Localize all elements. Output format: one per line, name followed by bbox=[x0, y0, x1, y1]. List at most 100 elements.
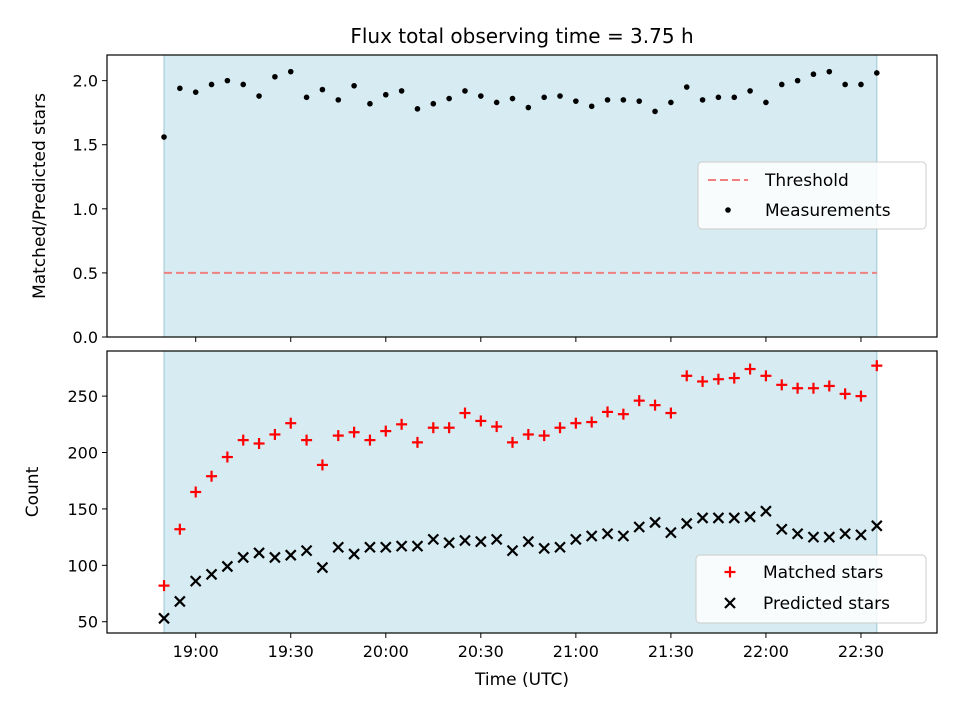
predicted-star-point bbox=[538, 542, 550, 555]
predicted-star-point bbox=[807, 531, 820, 543]
measurement-point bbox=[683, 84, 690, 90]
measurement-point bbox=[208, 81, 215, 88]
predicted-star-point bbox=[649, 516, 661, 529]
x-axis-label: Time (UTC) bbox=[474, 670, 569, 690]
matched-star-point bbox=[221, 451, 233, 463]
measurement-point bbox=[493, 99, 500, 106]
predicted-star-point bbox=[712, 512, 725, 524]
predicted-star-point bbox=[791, 527, 804, 540]
predicted-star-point bbox=[585, 530, 598, 542]
measurement-point bbox=[462, 88, 468, 94]
measurement-point bbox=[367, 100, 373, 107]
matched-star-point bbox=[538, 430, 550, 442]
predicted-star-point bbox=[158, 612, 170, 625]
predicted-star-point bbox=[871, 520, 883, 532]
legend-matched-label: Matched stars bbox=[763, 563, 883, 583]
predicted-star-point bbox=[253, 547, 265, 559]
matched-star-point bbox=[617, 408, 629, 420]
measurement-point bbox=[668, 99, 674, 106]
predicted-star-point bbox=[316, 561, 329, 574]
x-tick-label: 21:00 bbox=[553, 642, 599, 661]
y-tick-label: 50 bbox=[78, 613, 98, 632]
matched-star-point bbox=[776, 379, 788, 391]
matched-star-point bbox=[522, 428, 534, 440]
matched-star-point bbox=[269, 428, 281, 440]
predicted-star-point bbox=[221, 560, 234, 573]
predicted-star-point bbox=[174, 595, 186, 608]
measurement-point bbox=[620, 97, 627, 103]
measurement-point bbox=[446, 95, 452, 102]
predicted-star-point bbox=[728, 512, 741, 524]
matched-star-point bbox=[459, 407, 471, 419]
matched-star-point bbox=[206, 470, 218, 482]
measurement-point bbox=[810, 71, 817, 78]
y-tick-label: 0.0 bbox=[73, 328, 98, 347]
x-tick-label: 22:00 bbox=[743, 642, 789, 661]
measurement-point bbox=[192, 89, 199, 95]
measurement-point bbox=[652, 108, 658, 115]
matched-star-point bbox=[633, 395, 645, 407]
plot-frame bbox=[106, 350, 938, 634]
measurement-point bbox=[604, 97, 611, 103]
y-tick-label: 1.0 bbox=[73, 200, 98, 219]
predicted-star-point bbox=[395, 540, 408, 552]
measurement-point bbox=[573, 98, 579, 104]
measurement-point bbox=[256, 93, 262, 99]
x-tick-label: 20:00 bbox=[363, 642, 409, 661]
matched-star-point bbox=[712, 373, 724, 385]
matched-star-point bbox=[190, 486, 202, 498]
measurement-point bbox=[303, 94, 310, 101]
legend-measurements-label: Measurements bbox=[765, 201, 891, 221]
predicted-star-point bbox=[459, 534, 471, 547]
x-tick-label: 21:30 bbox=[648, 642, 694, 661]
plot-frame bbox=[106, 54, 938, 338]
measurement-point bbox=[541, 94, 547, 101]
matched-star-point bbox=[744, 363, 756, 375]
predicted-star-point bbox=[855, 529, 867, 541]
matched-star-point bbox=[649, 399, 661, 411]
matched-star-point bbox=[301, 434, 313, 446]
measurement-point bbox=[430, 100, 437, 107]
y-axis-label: Matched/Predicted stars bbox=[30, 93, 50, 299]
measurement-point bbox=[161, 134, 167, 140]
y-tick-label: 200 bbox=[67, 444, 98, 463]
matched-star-point bbox=[602, 406, 614, 418]
predicted-star-point bbox=[601, 527, 614, 540]
predicted-star-point bbox=[332, 541, 345, 554]
measurement-point bbox=[478, 93, 484, 99]
matched-star-point bbox=[554, 422, 566, 434]
matched-star-point bbox=[792, 382, 804, 394]
legend-box bbox=[695, 554, 927, 624]
measurement-point bbox=[240, 81, 247, 88]
measurement-point bbox=[398, 88, 405, 94]
measurement-point bbox=[763, 99, 769, 106]
matched-star-point bbox=[760, 370, 772, 382]
matched-star-point bbox=[332, 430, 344, 442]
measurement-point bbox=[557, 93, 563, 99]
measurement-point bbox=[382, 91, 389, 98]
measurement-point bbox=[778, 81, 785, 88]
matched-star-point bbox=[586, 416, 598, 428]
measurement-point bbox=[794, 77, 801, 84]
predicted-star-point bbox=[665, 526, 677, 539]
matched-star-point bbox=[443, 422, 455, 434]
matched-star-point bbox=[506, 436, 518, 448]
legend-matched-swatch bbox=[724, 566, 736, 578]
matched-star-point bbox=[839, 388, 851, 400]
y-tick-label: 1.5 bbox=[73, 136, 98, 155]
y-tick-label: 150 bbox=[67, 500, 98, 519]
x-tick-label: 20:30 bbox=[458, 642, 504, 661]
matched-star-point bbox=[491, 421, 503, 433]
matched-star-point bbox=[871, 360, 883, 372]
matched-star-point bbox=[237, 434, 249, 446]
matched-star-point bbox=[158, 580, 170, 592]
measurement-point bbox=[319, 86, 326, 93]
chart-title: Flux total observing time = 3.75 h bbox=[350, 24, 693, 48]
measurement-point bbox=[874, 70, 880, 76]
measurement-point bbox=[414, 106, 421, 112]
legend-measurements-swatch bbox=[725, 207, 731, 213]
x-tick-label: 22:30 bbox=[838, 642, 884, 661]
measurement-point bbox=[731, 94, 738, 101]
measurement-point bbox=[699, 97, 706, 103]
predicted-star-point bbox=[237, 551, 249, 564]
